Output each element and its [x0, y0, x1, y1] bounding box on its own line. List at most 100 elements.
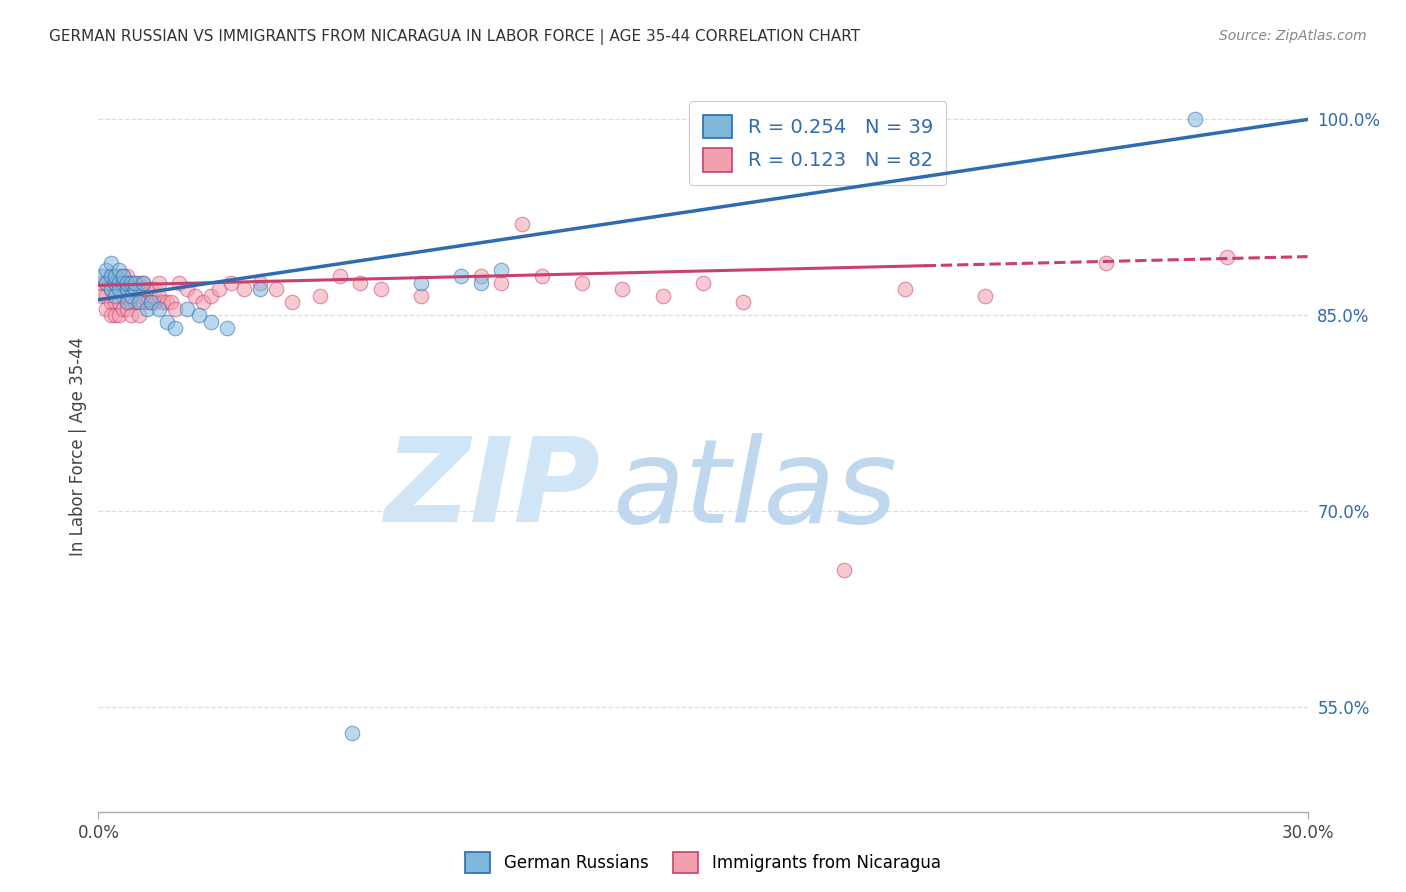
- Point: [651, 289, 673, 303]
- Point: [91, 276, 114, 290]
- Point: [148, 289, 170, 303]
- Point: [974, 289, 997, 303]
- Point: [107, 309, 129, 323]
- Point: [733, 295, 755, 310]
- Point: [135, 295, 157, 310]
- Point: [96, 276, 118, 290]
- Point: [103, 282, 125, 296]
- Legend: R = 0.254   N = 39, R = 0.123   N = 82: R = 0.254 N = 39, R = 0.123 N = 82: [689, 101, 946, 186]
- Point: [128, 276, 150, 290]
- Point: [160, 295, 183, 310]
- Text: atlas: atlas: [613, 433, 897, 547]
- Point: [132, 295, 155, 310]
- Point: [96, 262, 118, 277]
- Point: [893, 282, 915, 296]
- Point: [156, 295, 179, 310]
- Point: [450, 269, 472, 284]
- Point: [139, 295, 162, 310]
- Point: [100, 269, 122, 284]
- Point: [120, 282, 142, 296]
- Point: [264, 282, 287, 296]
- Point: [148, 301, 170, 316]
- Point: [139, 295, 162, 310]
- Point: [124, 282, 146, 296]
- Point: [103, 289, 125, 303]
- Point: [111, 276, 134, 290]
- Point: [156, 315, 179, 329]
- Point: [100, 309, 122, 323]
- Text: GERMAN RUSSIAN VS IMMIGRANTS FROM NICARAGUA IN LABOR FORCE | AGE 35-44 CORRELATI: GERMAN RUSSIAN VS IMMIGRANTS FROM NICARA…: [49, 29, 860, 45]
- Point: [107, 276, 129, 290]
- Point: [128, 282, 150, 296]
- Point: [103, 269, 125, 284]
- Point: [100, 256, 122, 270]
- Point: [128, 295, 150, 310]
- Point: [281, 295, 304, 310]
- Point: [132, 276, 155, 290]
- Point: [115, 295, 138, 310]
- Point: [111, 289, 134, 303]
- Point: [200, 315, 222, 329]
- Point: [491, 262, 513, 277]
- Point: [139, 282, 162, 296]
- Text: ZIP: ZIP: [384, 433, 600, 548]
- Point: [103, 276, 125, 290]
- Point: [115, 276, 138, 290]
- Point: [148, 276, 170, 290]
- Point: [100, 282, 122, 296]
- Point: [232, 282, 254, 296]
- Point: [107, 262, 129, 277]
- Point: [128, 309, 150, 323]
- Point: [470, 269, 492, 284]
- Point: [188, 309, 211, 323]
- Point: [309, 289, 332, 303]
- Point: [111, 269, 134, 284]
- Point: [200, 289, 222, 303]
- Point: [91, 269, 114, 284]
- Point: [115, 289, 138, 303]
- Point: [115, 282, 138, 296]
- Point: [143, 282, 166, 296]
- Point: [409, 289, 432, 303]
- Point: [120, 276, 142, 290]
- Point: [103, 276, 125, 290]
- Point: [100, 269, 122, 284]
- Point: [103, 309, 125, 323]
- Point: [124, 276, 146, 290]
- Point: [349, 276, 371, 290]
- Point: [107, 269, 129, 284]
- Legend: German Russians, Immigrants from Nicaragua: German Russians, Immigrants from Nicarag…: [458, 846, 948, 880]
- Point: [132, 282, 155, 296]
- Point: [1184, 112, 1206, 127]
- Point: [692, 276, 714, 290]
- Point: [96, 301, 118, 316]
- Point: [409, 276, 432, 290]
- Point: [176, 282, 198, 296]
- Y-axis label: In Labor Force | Age 35-44: In Labor Force | Age 35-44: [69, 336, 87, 556]
- Point: [124, 276, 146, 290]
- Point: [107, 282, 129, 296]
- Point: [612, 282, 634, 296]
- Point: [100, 295, 122, 310]
- Point: [342, 726, 364, 740]
- Point: [370, 282, 392, 296]
- Point: [208, 282, 231, 296]
- Point: [530, 269, 553, 284]
- Point: [115, 276, 138, 290]
- Point: [152, 295, 174, 310]
- Point: [176, 301, 198, 316]
- Point: [107, 295, 129, 310]
- Point: [193, 295, 215, 310]
- Point: [184, 289, 207, 303]
- Point: [1216, 250, 1239, 264]
- Point: [571, 276, 593, 290]
- Point: [163, 321, 186, 335]
- Point: [120, 309, 142, 323]
- Point: [120, 289, 142, 303]
- Point: [115, 269, 138, 284]
- Point: [143, 295, 166, 310]
- Point: [96, 276, 118, 290]
- Point: [107, 282, 129, 296]
- Point: [221, 276, 243, 290]
- Point: [111, 276, 134, 290]
